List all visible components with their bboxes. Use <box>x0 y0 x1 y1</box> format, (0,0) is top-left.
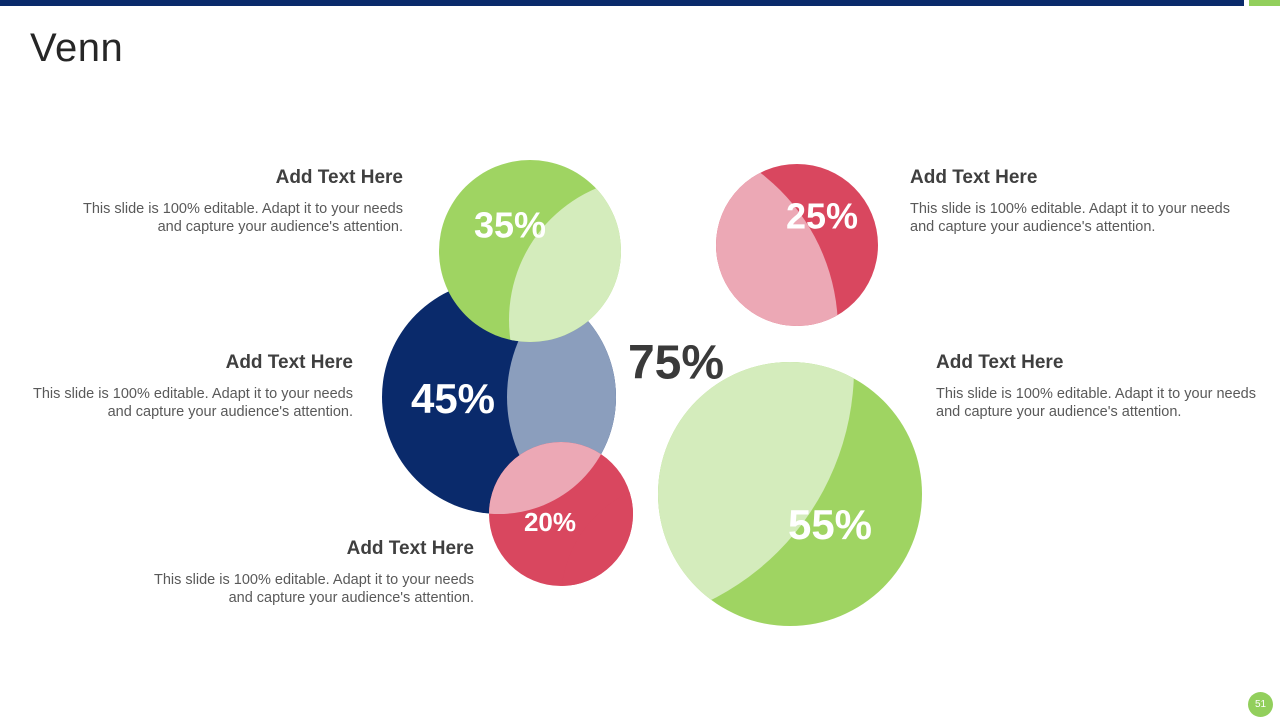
page-number-badge: 51 <box>1248 692 1273 717</box>
text-block-heading: Add Text Here <box>225 352 353 373</box>
large-green-overlap-region <box>658 362 854 626</box>
large-green-circle-value: 55% <box>788 501 872 548</box>
center-value: 75% <box>628 337 724 390</box>
small-red-lens-cut <box>561 481 633 586</box>
top-bar <box>0 0 1244 6</box>
top-accent-bar <box>1249 0 1280 6</box>
small-red-overlap-region <box>489 442 616 514</box>
text-block-body: This slide is 100% editable. Adapt it to… <box>910 201 1230 235</box>
top-green-overlap-region <box>509 177 621 342</box>
text-block-heading: Add Text Here <box>346 538 474 559</box>
text-block-heading: Add Text Here <box>910 167 1038 188</box>
text-block-body: This slide is 100% editable. Adapt it to… <box>154 572 474 606</box>
top-right-red-circle-value: 25% <box>786 196 858 237</box>
text-block-body: This slide is 100% editable. Adapt it to… <box>33 386 353 420</box>
navy-circle-value: 45% <box>411 375 495 422</box>
small-red-circle-value: 20% <box>524 507 576 537</box>
text-block-body: This slide is 100% editable. Adapt it to… <box>83 201 403 235</box>
text-block-heading: Add Text Here <box>275 167 403 188</box>
text-block-top-left: Add Text Here This slide is 100% editabl… <box>73 167 403 236</box>
slide-title: Venn <box>30 26 124 70</box>
top-green-circle-value: 35% <box>474 205 546 246</box>
text-block-body: This slide is 100% editable. Adapt it to… <box>936 386 1256 420</box>
text-block-top-right: Add Text Here This slide is 100% editabl… <box>910 167 1240 236</box>
text-block-heading: Add Text Here <box>936 352 1064 373</box>
text-block-middle-left: Add Text Here This slide is 100% editabl… <box>23 352 353 421</box>
text-block-middle-right: Add Text Here This slide is 100% editabl… <box>936 352 1266 421</box>
text-block-bottom-left: Add Text Here This slide is 100% editabl… <box>144 538 474 607</box>
top-right-red-overlap-region <box>716 164 838 326</box>
